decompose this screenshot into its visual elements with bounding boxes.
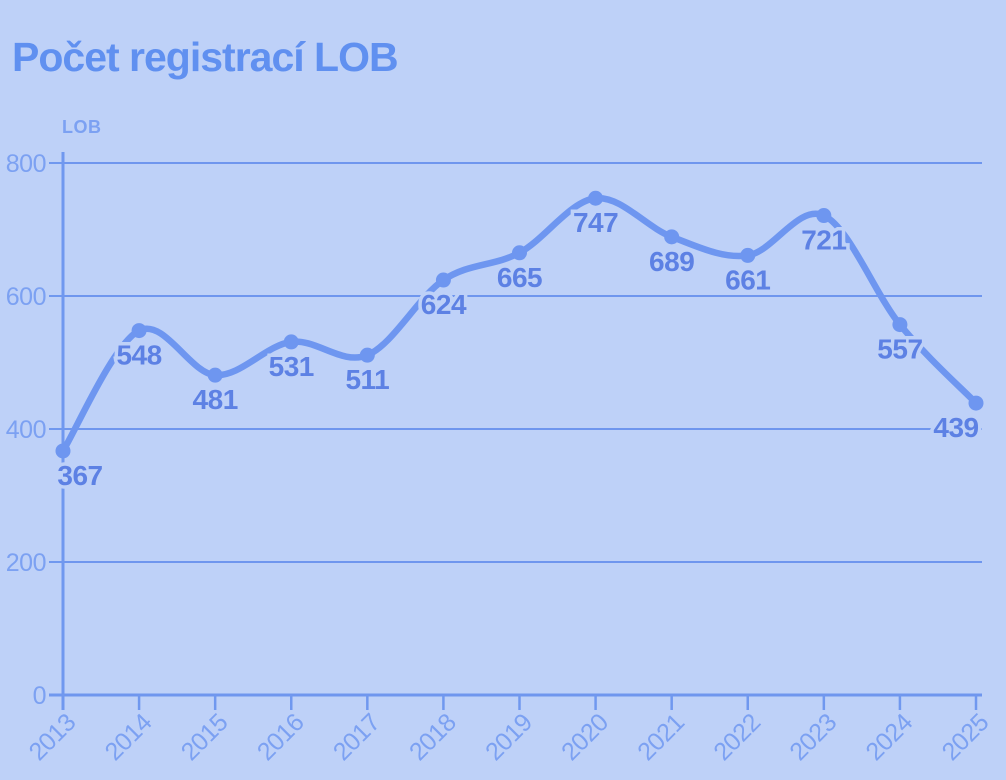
data-point	[55, 443, 71, 459]
data-label: 689	[649, 246, 694, 277]
x-tick-label: 2015	[176, 708, 234, 766]
y-tick-label: 400	[6, 416, 46, 444]
data-label: 367	[57, 460, 102, 491]
chart-title: Počet registrací LOB	[12, 34, 399, 80]
data-point	[283, 334, 299, 350]
data-label: 747	[573, 207, 618, 238]
y-tick-label: 0	[33, 682, 46, 710]
data-point	[131, 323, 147, 339]
x-tick-label: 2023	[784, 708, 842, 766]
data-label: 661	[725, 264, 770, 295]
x-tick-label: 2014	[100, 708, 158, 766]
data-label: 481	[193, 384, 238, 415]
data-label: 531	[269, 351, 314, 382]
data-point	[664, 229, 680, 245]
data-label: 548	[116, 340, 161, 371]
data-point	[816, 208, 832, 224]
y-tick-label: 800	[6, 150, 46, 178]
data-point	[359, 347, 375, 363]
data-point	[207, 367, 223, 383]
data-label: 721	[801, 225, 846, 256]
data-label: 439	[933, 412, 978, 443]
data-point	[892, 317, 908, 333]
x-tick-label: 2016	[252, 708, 310, 766]
y-tick-label: 200	[6, 549, 46, 577]
x-tick-label: 2025	[937, 708, 995, 766]
data-label: 557	[877, 334, 922, 365]
data-point	[968, 395, 984, 411]
x-tick-label: 2018	[404, 708, 462, 766]
data-point	[512, 245, 527, 261]
x-tick-label: 2013	[24, 708, 82, 766]
x-tick-label: 2019	[480, 708, 538, 766]
data-point	[588, 190, 604, 206]
data-label: 665	[497, 262, 542, 293]
y-axis-title: LOB	[62, 117, 102, 137]
x-tick-label: 2024	[860, 708, 918, 766]
x-tick-label: 2017	[328, 708, 386, 766]
data-label: 624	[421, 289, 467, 320]
data-point	[740, 247, 756, 263]
data-label: 511	[345, 364, 389, 395]
data-point	[435, 272, 451, 288]
x-tick-label: 2021	[632, 708, 690, 766]
x-tick-label: 2022	[708, 708, 766, 766]
x-tick-label: 2020	[556, 708, 614, 766]
y-tick-label: 600	[6, 283, 46, 311]
